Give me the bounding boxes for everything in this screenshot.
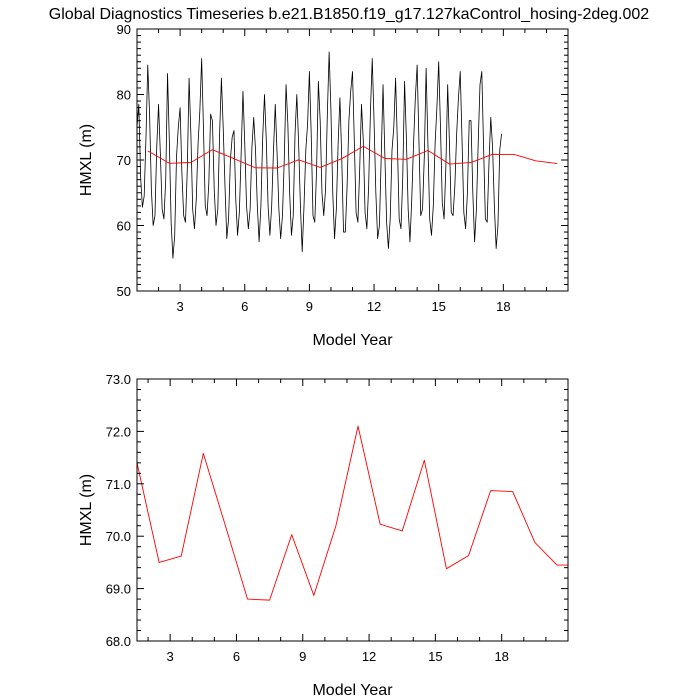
x-tick-label: 15 (428, 649, 442, 664)
y-tick-label: 50 (117, 284, 131, 299)
top-panel: 3 6 9 12 15 18 50 60 70 80 90 Model Year HMXL (m) (78, 22, 569, 349)
y-tick-label: 71.0 (106, 477, 131, 492)
series-annual-line (147, 145, 558, 169)
plot-frame (136, 378, 569, 642)
y-tick-label: 70.0 (106, 529, 131, 544)
page-title: Global Diagnostics Timeseries b.e21.B185… (49, 6, 650, 23)
x-axis-label: Model Year (312, 332, 393, 349)
y-tick-label: 69.0 (106, 582, 131, 597)
x-axis-label: Model Year (312, 682, 393, 699)
series-annual-line (136, 425, 568, 601)
y-tick-label: 68.0 (106, 634, 131, 649)
y-tick-label: 60 (117, 219, 131, 234)
bottom-panel: 3 6 9 12 15 18 68.0 69.0 70.0 71.0 72.0 73.0 Model Y… (78, 372, 569, 699)
x-tick-label: 18 (494, 649, 508, 664)
x-tick-label: 12 (362, 649, 376, 664)
x-tick-label: 9 (306, 299, 313, 314)
x-tick-label: 15 (431, 299, 445, 314)
y-tick-label: 90 (117, 22, 131, 37)
x-tick-label: 9 (299, 649, 306, 664)
y-tick-label: 70 (117, 153, 131, 168)
y-tick-label: 72.0 (106, 424, 131, 439)
x-tick-label: 6 (241, 299, 248, 314)
x-tick-label: 3 (167, 649, 174, 664)
y-axis-label: HMXL (m) (78, 124, 95, 196)
y-tick-label: 80 (117, 88, 131, 103)
series-monthly-line (136, 51, 502, 259)
x-tick-label: 18 (496, 299, 510, 314)
y-tick-label: 73.0 (106, 372, 131, 387)
y-axis-label: HMXL (m) (78, 474, 95, 546)
x-tick-label: 3 (176, 299, 183, 314)
x-tick-label: 6 (233, 649, 240, 664)
x-tick-label: 12 (367, 299, 381, 314)
